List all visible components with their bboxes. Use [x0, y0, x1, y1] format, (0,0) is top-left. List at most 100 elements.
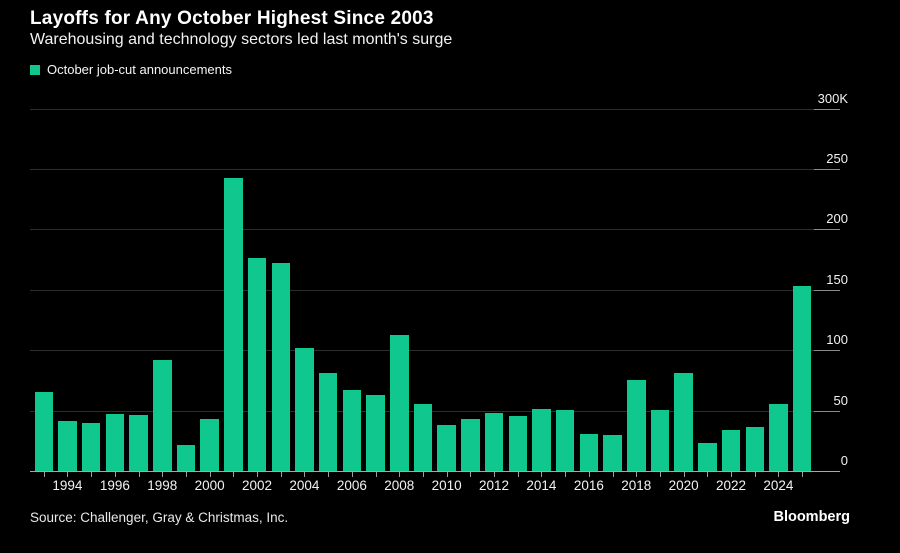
x-axis-tick [541, 472, 543, 477]
y-axis-label: 300K [817, 90, 848, 106]
x-axis-tick [162, 472, 164, 477]
x-axis-tick [470, 472, 472, 477]
x-axis-tick [185, 472, 187, 477]
x-axis-tick [304, 472, 306, 477]
x-axis-label: 2016 [573, 478, 604, 493]
bar-2000 [200, 419, 219, 471]
x-axis-tick [43, 472, 45, 477]
x-axis-tick [399, 472, 401, 477]
bar-2018 [627, 379, 646, 471]
x-axis-tick [138, 472, 140, 477]
bar-2012 [484, 413, 504, 471]
y-axis-tick [814, 168, 840, 170]
y-axis-tick [814, 108, 840, 110]
bar-2022 [721, 430, 741, 471]
x-axis-tick [731, 472, 733, 477]
bar-2021 [698, 443, 717, 471]
bar-2017 [603, 434, 622, 471]
bar-2009 [413, 403, 433, 471]
x-axis-baseline [30, 470, 840, 472]
x-axis-label: 2008 [384, 478, 415, 493]
chart-subtitle: Warehousing and technology sectors led l… [30, 31, 453, 48]
y-axis-label: 250 [826, 150, 848, 166]
bar-2025 [792, 286, 812, 471]
legend: October job-cut announcements [30, 62, 232, 77]
bar-2005 [318, 372, 338, 471]
x-axis-tick [565, 472, 567, 477]
x-axis-tick [612, 472, 614, 477]
x-axis-tick [351, 472, 353, 477]
x-axis-label: 2004 [289, 478, 320, 493]
gridline [30, 410, 840, 412]
bar-1995 [81, 422, 101, 471]
x-axis-tick [802, 472, 804, 477]
x-axis-label: 2022 [716, 478, 747, 493]
bar-1998 [153, 360, 172, 471]
x-axis-tick [494, 472, 496, 477]
y-axis-label: 100 [826, 332, 848, 348]
x-axis-label: 2012 [479, 478, 510, 493]
bar-2019 [650, 410, 670, 471]
bar-2008 [390, 334, 409, 471]
x-axis-label: 2018 [621, 478, 652, 493]
y-axis-tick [814, 350, 840, 352]
x-axis-tick [375, 472, 377, 477]
gridline [30, 350, 840, 352]
bar-2002 [247, 258, 267, 471]
bloomberg-logo: Bloomberg [773, 509, 850, 525]
x-axis-label: 1994 [52, 478, 83, 493]
y-axis-label: 0 [840, 453, 848, 468]
y-axis-tick [814, 410, 840, 412]
x-axis-tick [67, 472, 69, 477]
y-axis-label: 150 [826, 271, 848, 287]
x-axis-tick [328, 472, 330, 477]
y-axis-tick [814, 229, 840, 231]
bar-2001 [224, 178, 243, 471]
bar-2006 [342, 389, 362, 471]
gridline [30, 229, 840, 231]
bar-1993 [34, 391, 53, 471]
x-axis-label: 2002 [242, 478, 273, 493]
y-axis-tick [814, 289, 840, 291]
legend-label: October job-cut announcements [47, 62, 232, 77]
x-axis-tick [114, 472, 116, 477]
bar-2013 [508, 415, 527, 471]
gridline [30, 168, 840, 170]
x-axis-tick [257, 472, 259, 477]
bar-2007 [366, 394, 385, 471]
x-axis-tick [588, 472, 590, 477]
x-axis-tick [233, 472, 235, 477]
y-axis-label: 50 [833, 392, 848, 408]
bar-2015 [555, 409, 575, 471]
bar-2016 [579, 433, 599, 471]
bar-2011 [461, 419, 480, 471]
chart-title: Layoffs for Any October Highest Since 20… [30, 8, 434, 29]
x-axis-tick [422, 472, 424, 477]
bar-2003 [271, 263, 290, 471]
bar-1996 [105, 413, 125, 471]
x-axis-label: 2006 [336, 478, 367, 493]
x-axis-label: 1996 [99, 478, 130, 493]
bar-1994 [58, 420, 77, 471]
bar-1997 [129, 415, 148, 471]
x-axis-tick [209, 472, 211, 477]
x-axis-label: 2020 [668, 478, 699, 493]
x-axis-tick [754, 472, 756, 477]
bar-2020 [674, 373, 693, 471]
legend-swatch-icon [30, 64, 40, 75]
x-axis-tick [707, 472, 709, 477]
x-axis-label: 2014 [526, 478, 557, 493]
gridline [30, 289, 840, 291]
gridline [30, 108, 840, 110]
x-axis-tick [636, 472, 638, 477]
x-axis-tick [517, 472, 519, 477]
bar-2014 [532, 409, 551, 471]
x-axis-tick [446, 472, 448, 477]
x-axis-tick [778, 472, 780, 477]
bar-2024 [769, 403, 788, 471]
bar-2023 [745, 426, 764, 471]
x-axis-tick [280, 472, 282, 477]
y-axis-label: 200 [826, 211, 848, 227]
